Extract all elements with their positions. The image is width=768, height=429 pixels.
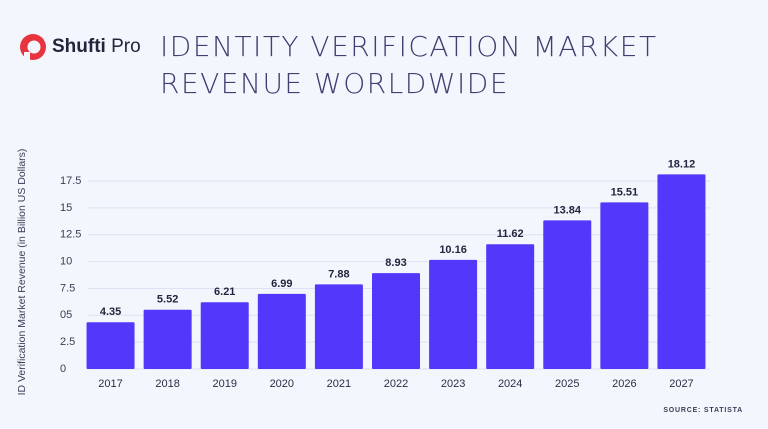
y-tick-label: 0	[60, 363, 66, 375]
brand-name: Shufti	[52, 36, 106, 57]
bar	[257, 293, 306, 369]
bar	[657, 174, 706, 369]
x-tick-label: 2025	[555, 378, 579, 390]
y-tick-label: 05	[60, 309, 72, 321]
logo: Shufti Pro	[20, 34, 141, 62]
value-label: 6.21	[214, 286, 235, 298]
logo-cut	[24, 52, 30, 62]
value-label: 15.51	[611, 186, 639, 198]
bar	[143, 309, 192, 369]
value-label: 8.93	[385, 257, 406, 269]
source: SOURCE: STATISTA	[663, 407, 743, 414]
value-label: 6.99	[271, 278, 292, 290]
x-tick-label: 2023	[441, 378, 465, 390]
bar	[200, 302, 249, 369]
x-tick-label: 2017	[98, 378, 122, 390]
bar	[543, 220, 592, 369]
brand: Shufti Pro	[52, 36, 141, 57]
value-label: 4.35	[100, 306, 121, 318]
chart-title: REVENUE WORLDWIDE	[160, 67, 509, 100]
x-tick-label: 2019	[212, 378, 236, 390]
value-label: 13.84	[554, 204, 582, 216]
value-label: 10.16	[439, 244, 467, 256]
y-tick-label: 15	[60, 202, 72, 214]
y-tick-label: 2.5	[60, 336, 75, 348]
x-tick-label: 2018	[155, 378, 179, 390]
value-label: 11.62	[497, 228, 524, 240]
bar	[600, 202, 649, 369]
brand-suffix: Pro	[111, 36, 141, 57]
x-tick-label: 2026	[612, 378, 636, 390]
value-label: 18.12	[668, 158, 696, 170]
x-tick-label: 2024	[498, 378, 522, 390]
x-tick-label: 2022	[384, 378, 408, 390]
x-tick-label: 2020	[270, 378, 294, 390]
chart-title: IDENTITY VERIFICATION MARKET	[160, 30, 658, 63]
y-tick-label: 7.5	[60, 282, 75, 294]
value-label: 5.52	[157, 294, 178, 306]
y-tick-label: 17.5	[60, 175, 81, 187]
y-tick-label: 10	[60, 256, 72, 268]
y-axis-label: ID Verification Market Revenue (in Billi…	[16, 149, 28, 396]
bar	[314, 284, 363, 369]
value-label: 7.88	[328, 268, 349, 280]
y-tick-label: 12.5	[60, 229, 81, 241]
logo-mark-inner	[27, 40, 41, 54]
x-tick-label: 2021	[327, 378, 351, 390]
bar	[486, 244, 535, 369]
bar	[86, 322, 135, 369]
bar	[372, 273, 420, 369]
bar	[429, 259, 478, 369]
x-tick-label: 2027	[669, 378, 693, 390]
